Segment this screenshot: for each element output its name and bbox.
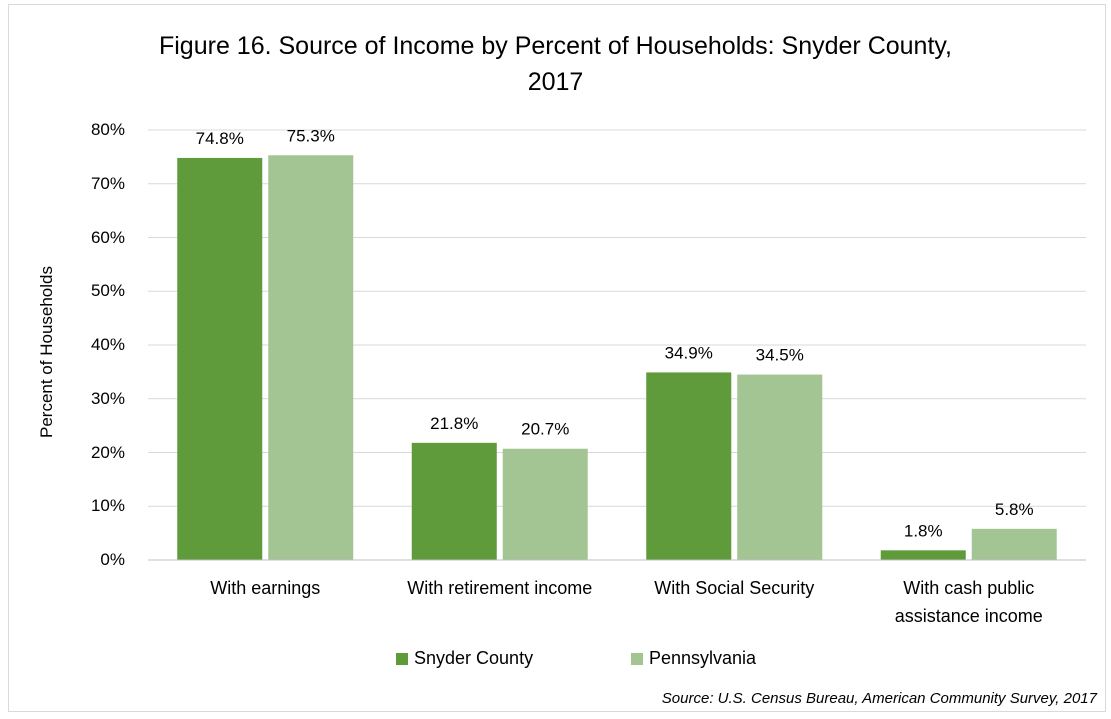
chart-border — [8, 4, 1106, 712]
x-category-label: With Social Security — [654, 578, 815, 598]
legend-swatch-pennsylvania — [631, 652, 643, 665]
data-label: 5.8% — [995, 500, 1034, 519]
chart-title-line1: Figure 16. Source of Income by Percent o… — [158, 32, 953, 60]
data-label: 34.9% — [665, 343, 713, 362]
legend-item-snyder-county: Snyder County — [396, 648, 533, 669]
y-tick-label: 50% — [90, 281, 125, 301]
x-category-label: With earnings — [210, 578, 321, 598]
bar-pennsylvania — [737, 374, 823, 560]
x-category-label: With cash public assistance income — [894, 578, 1043, 626]
data-label: 74.8% — [196, 129, 244, 148]
data-label: 75.3% — [287, 126, 335, 145]
y-tick-label: 20% — [90, 442, 125, 462]
bar-snyder-county — [177, 157, 263, 560]
bar-pennsylvania — [268, 155, 354, 560]
data-label: 1.8% — [904, 521, 943, 540]
y-tick-label: 40% — [90, 335, 125, 354]
data-label: 34.5% — [756, 346, 804, 365]
y-tick-label: 30% — [90, 388, 125, 408]
data-label: 21.8% — [430, 414, 478, 433]
bar-pennsylvania — [971, 528, 1057, 560]
bar-snyder-county — [646, 372, 732, 560]
bar-pennsylvania — [502, 448, 588, 560]
legend-label-pennsylvania: Pennsylvania — [649, 648, 757, 668]
x-category-label: With retirement income — [407, 578, 593, 598]
y-tick-label: 0% — [100, 550, 125, 569]
chart-title-line2: 2017 — [527, 68, 584, 96]
data-label: 20.7% — [521, 420, 569, 439]
legend-swatch-snyder-county — [396, 652, 408, 665]
bar-snyder-county — [880, 550, 966, 560]
bar-snyder-county — [411, 442, 497, 560]
source-note: Source: U.S. Census Bureau, American Com… — [661, 690, 1097, 707]
y-tick-label: 70% — [90, 173, 125, 193]
y-tick-label: 60% — [90, 227, 125, 247]
y-tick-label: 80% — [90, 120, 125, 139]
y-tick-label: 10% — [90, 496, 125, 516]
legend-item-pennsylvania: Pennsylvania — [631, 648, 756, 669]
chart-title: Figure 16. Source of Income by Percent o… — [0, 28, 1111, 100]
legend-label-snyder-county: Snyder County — [414, 648, 534, 668]
legend: Snyder County Pennsylvania — [0, 648, 1111, 674]
